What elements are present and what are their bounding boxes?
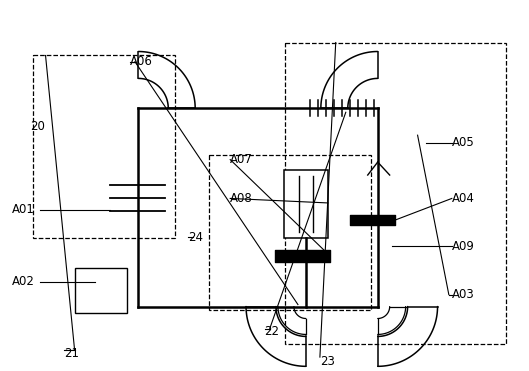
Text: A01: A01 [12,203,35,216]
Text: A03: A03 [452,288,475,301]
Text: A08: A08 [230,192,253,205]
Text: 24: 24 [188,231,203,244]
Text: A06: A06 [130,55,153,68]
Text: A09: A09 [452,240,475,253]
Text: 22: 22 [264,325,279,338]
Text: A04: A04 [452,192,475,205]
Text: 20: 20 [30,120,44,133]
Bar [285,43,506,344]
Text: A05: A05 [452,137,475,150]
Bar [33,56,175,238]
Bar [76,268,127,312]
Text: A02: A02 [12,275,35,288]
Text: 21: 21 [64,347,79,360]
Bar [209,155,371,309]
Bar [284,170,328,238]
Text: A07: A07 [230,153,253,166]
Text: 23: 23 [320,355,335,368]
